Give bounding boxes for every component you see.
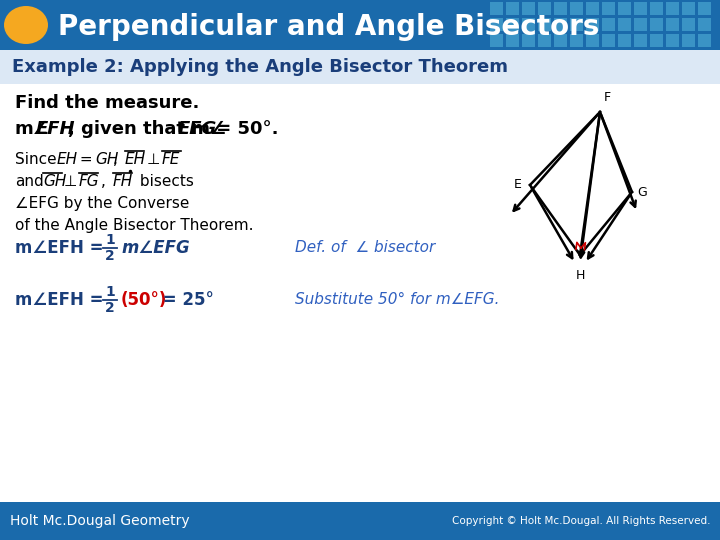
FancyBboxPatch shape — [538, 18, 551, 31]
Text: Substitute 50° for m∠EFG.: Substitute 50° for m∠EFG. — [295, 293, 500, 307]
Text: 1: 1 — [105, 233, 114, 247]
Text: F: F — [604, 91, 611, 104]
Text: m∠EFH =: m∠EFH = — [15, 291, 109, 309]
FancyBboxPatch shape — [522, 18, 535, 31]
FancyBboxPatch shape — [522, 2, 535, 15]
Text: 2: 2 — [105, 301, 114, 315]
FancyBboxPatch shape — [586, 34, 599, 47]
FancyBboxPatch shape — [570, 18, 583, 31]
Text: Find the measure.: Find the measure. — [15, 94, 199, 112]
Ellipse shape — [4, 6, 48, 44]
FancyBboxPatch shape — [682, 2, 695, 15]
FancyBboxPatch shape — [650, 2, 663, 15]
Text: 2: 2 — [105, 249, 114, 263]
Text: , given that m∠: , given that m∠ — [68, 120, 226, 138]
Text: m∠: m∠ — [15, 120, 50, 138]
FancyBboxPatch shape — [490, 34, 503, 47]
FancyBboxPatch shape — [0, 50, 720, 84]
FancyBboxPatch shape — [554, 34, 567, 47]
Text: = 25°: = 25° — [157, 291, 214, 309]
FancyBboxPatch shape — [506, 2, 519, 15]
FancyBboxPatch shape — [634, 18, 647, 31]
FancyBboxPatch shape — [698, 34, 711, 47]
Text: ,: , — [101, 174, 111, 189]
FancyBboxPatch shape — [490, 2, 503, 15]
Text: bisects: bisects — [135, 174, 194, 189]
FancyBboxPatch shape — [0, 0, 720, 50]
FancyBboxPatch shape — [554, 18, 567, 31]
Text: Copyright © Holt Mc.Dougal. All Rights Reserved.: Copyright © Holt Mc.Dougal. All Rights R… — [451, 516, 710, 526]
Text: EH: EH — [125, 152, 146, 167]
Text: m∠EFG: m∠EFG — [121, 239, 189, 257]
Text: Since: Since — [15, 152, 61, 167]
FancyBboxPatch shape — [666, 34, 679, 47]
Text: ⊥: ⊥ — [147, 152, 161, 167]
FancyBboxPatch shape — [650, 18, 663, 31]
FancyBboxPatch shape — [0, 502, 720, 540]
FancyBboxPatch shape — [618, 18, 631, 31]
FancyBboxPatch shape — [570, 34, 583, 47]
FancyBboxPatch shape — [666, 18, 679, 31]
FancyBboxPatch shape — [602, 2, 615, 15]
FancyBboxPatch shape — [634, 34, 647, 47]
Text: Example 2: Applying the Angle Bisector Theorem: Example 2: Applying the Angle Bisector T… — [12, 58, 508, 76]
Text: GH: GH — [43, 174, 66, 189]
Text: 1: 1 — [105, 285, 114, 299]
Text: ⊥: ⊥ — [64, 174, 77, 189]
FancyBboxPatch shape — [618, 34, 631, 47]
Text: EFG: EFG — [178, 120, 217, 138]
FancyBboxPatch shape — [570, 2, 583, 15]
Text: ∠EFG by the Converse: ∠EFG by the Converse — [15, 196, 189, 211]
FancyBboxPatch shape — [602, 18, 615, 31]
FancyBboxPatch shape — [538, 2, 551, 15]
FancyBboxPatch shape — [586, 2, 599, 15]
Text: G: G — [637, 186, 647, 199]
FancyBboxPatch shape — [586, 18, 599, 31]
Text: Perpendicular and Angle Bisectors: Perpendicular and Angle Bisectors — [58, 13, 599, 41]
Text: Holt Mc.Dougal Geometry: Holt Mc.Dougal Geometry — [10, 514, 189, 528]
FancyBboxPatch shape — [682, 34, 695, 47]
Text: and: and — [15, 174, 44, 189]
Text: FH: FH — [113, 174, 133, 189]
Text: GH: GH — [95, 152, 118, 167]
FancyBboxPatch shape — [506, 34, 519, 47]
FancyBboxPatch shape — [618, 2, 631, 15]
FancyBboxPatch shape — [698, 2, 711, 15]
Text: (50°): (50°) — [121, 291, 167, 309]
Text: E: E — [514, 179, 522, 192]
FancyBboxPatch shape — [522, 34, 535, 47]
FancyBboxPatch shape — [698, 18, 711, 31]
FancyBboxPatch shape — [634, 2, 647, 15]
Text: ,: , — [113, 152, 122, 167]
FancyBboxPatch shape — [538, 34, 551, 47]
FancyBboxPatch shape — [490, 18, 503, 31]
FancyBboxPatch shape — [0, 84, 720, 502]
Text: =: = — [75, 152, 97, 167]
Text: FE: FE — [162, 152, 181, 167]
FancyBboxPatch shape — [650, 34, 663, 47]
FancyBboxPatch shape — [602, 34, 615, 47]
FancyBboxPatch shape — [554, 2, 567, 15]
Text: = 50°.: = 50°. — [210, 120, 279, 138]
FancyBboxPatch shape — [506, 18, 519, 31]
Text: m∠EFH =: m∠EFH = — [15, 239, 109, 257]
Text: Def. of  ∠ bisector: Def. of ∠ bisector — [295, 240, 436, 255]
FancyBboxPatch shape — [682, 18, 695, 31]
Text: EH: EH — [57, 152, 78, 167]
Text: FG: FG — [79, 174, 99, 189]
FancyBboxPatch shape — [666, 2, 679, 15]
Text: H: H — [575, 269, 585, 282]
Text: EFH: EFH — [36, 120, 76, 138]
Text: of the Angle Bisector Theorem.: of the Angle Bisector Theorem. — [15, 218, 253, 233]
